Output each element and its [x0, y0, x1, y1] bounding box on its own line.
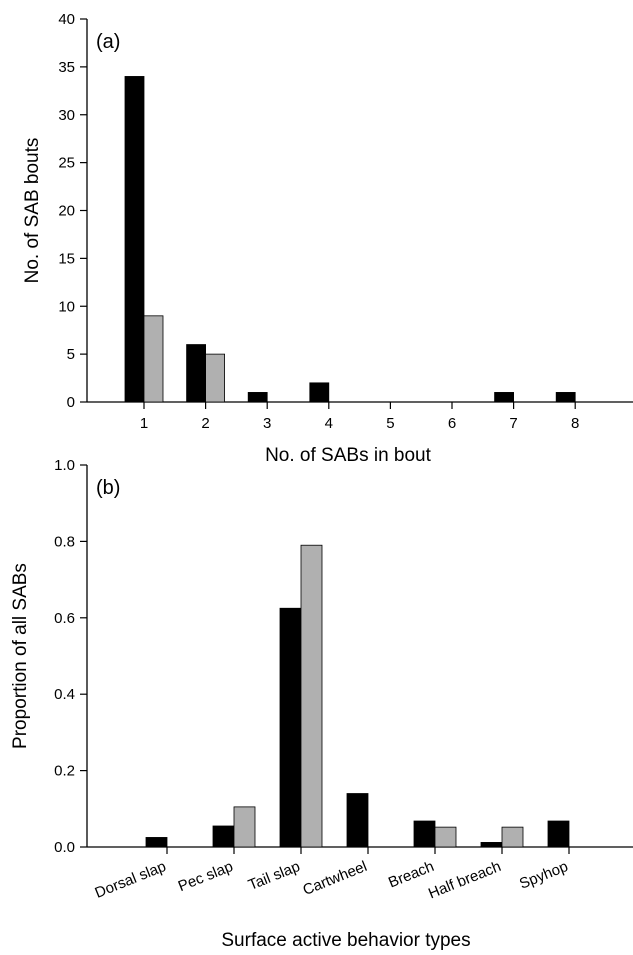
y-tick-label-a: 10: [58, 298, 75, 315]
bar-a-series1-2: [186, 344, 207, 403]
y-tick-label-b: 0.8: [54, 533, 75, 550]
x-tick-label-b: Half breach: [426, 858, 504, 903]
bar-b-series1-5: [413, 820, 436, 848]
x-tick-label-a: 1: [140, 415, 148, 432]
x-tick-label-a: 6: [448, 415, 456, 432]
panel-label-b: (b): [96, 477, 120, 499]
y-axis-label-a: No. of SAB bouts: [22, 138, 43, 284]
y-tick-label-a: 30: [58, 107, 75, 124]
bar-b-series1-3: [279, 607, 302, 848]
y-tick-label-a: 15: [58, 250, 75, 267]
panel-a-chart: 0 5 10 15 20 25 30 35 40 1 2 3 4 5 6 7 8 (a) No. of SAB bo…: [22, 11, 633, 466]
bar-b-series1-4: [346, 793, 369, 848]
bar-b-series2-5: [434, 826, 457, 848]
x-tick-label-a: 4: [325, 415, 333, 432]
bar-a-series1-4: [309, 382, 330, 403]
x-tick-label-a: 3: [263, 415, 271, 432]
bar-b-series2-6: [501, 826, 524, 848]
bar-a-series1-8: [555, 392, 576, 403]
x-tick-label-a: 2: [201, 415, 209, 432]
bar-b-series1-1: [145, 837, 168, 848]
y-tick-label-b: 0.4: [54, 686, 75, 703]
y-axis-label-b: Proportion of all SABs: [10, 563, 31, 749]
bar-a-series1-7: [494, 392, 515, 403]
x-tick-label-b: Tail slap: [246, 858, 303, 894]
y-tick-label-a: 20: [58, 203, 75, 220]
y-tick-label-b: 0.6: [54, 610, 75, 627]
y-tick-label-b: 0.0: [54, 839, 75, 856]
bar-a-series2-1: [143, 315, 164, 403]
x-tick-label-b: Cartwheel: [301, 858, 370, 899]
x-tick-label-a: 5: [386, 415, 394, 432]
bar-b-series1-2: [212, 825, 235, 848]
x-axis-label-b: Surface active behavior types: [221, 930, 470, 951]
x-tick-label-a: 7: [509, 415, 517, 432]
x-tick-label-b: Spyhop: [517, 858, 571, 893]
y-tick-label-a: 35: [58, 59, 75, 76]
bar-b-series1-7: [547, 820, 570, 848]
x-tick-label-a: 8: [571, 415, 579, 432]
y-tick-label-a: 5: [67, 346, 75, 363]
y-tick-label-a: 40: [58, 11, 75, 28]
y-tick-label-b: 0.2: [54, 763, 75, 780]
x-tick-label-b: Dorsal slap: [93, 858, 169, 902]
y-tick-label-b: 1.0: [54, 457, 75, 474]
panel-label-a: (a): [96, 31, 120, 53]
bar-b-series2-3: [300, 544, 323, 848]
bar-a-series2-2: [205, 353, 226, 403]
bar-b-series1-6: [480, 842, 503, 848]
y-tick-label-a: 25: [58, 155, 75, 172]
x-tick-label-b: Pec slap: [176, 858, 236, 895]
bar-a-series1-1: [124, 76, 145, 403]
y-tick-label-a: 0: [67, 394, 75, 411]
panel-b-chart: 0.0 0.2 0.4 0.6 0.8 1.0 Dorsal slap Pec slap Tai…: [10, 457, 633, 951]
x-axis-label-a: No. of SABs in bout: [265, 445, 432, 466]
bar-a-series1-3: [247, 392, 268, 403]
bar-b-series2-2: [233, 806, 256, 848]
